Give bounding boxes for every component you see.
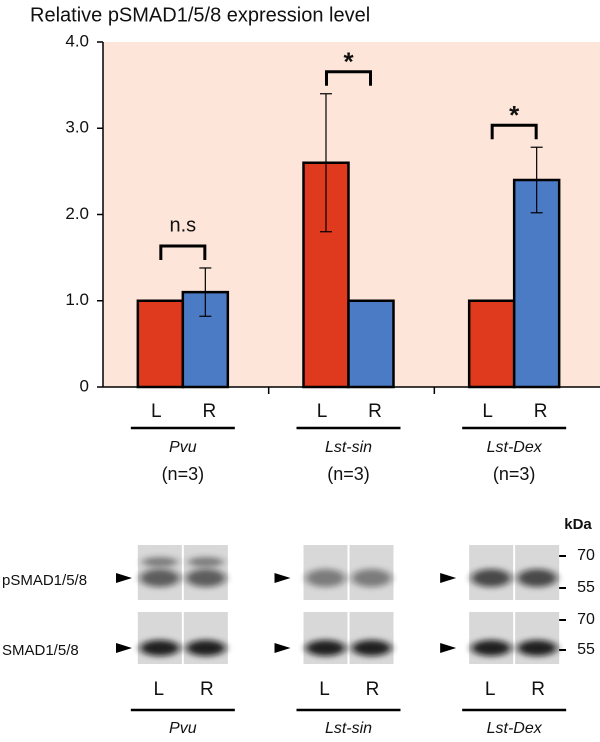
y-tick-label: 1.0 [65, 290, 89, 309]
series-label: L [151, 401, 162, 422]
y-tick-label: 2.0 [65, 204, 89, 223]
series-label: R [202, 401, 216, 422]
blot-band [187, 557, 224, 567]
marker-label: 70 [577, 611, 595, 628]
bar [347, 299, 395, 389]
series-label: L [482, 401, 493, 422]
plot: 0 1.0 2.0 3.0 4.0 L R Pvu (n=3) n.s L R Lst-sin (n=3)… [65, 31, 600, 484]
lane-label: L [319, 679, 330, 700]
significance-label: * [343, 47, 354, 77]
significance-label: * [509, 100, 520, 130]
series-label: L [317, 401, 328, 422]
arrowhead [274, 573, 291, 583]
group-note: (n=3) [493, 464, 536, 484]
blot-band [351, 640, 392, 656]
series-label: R [368, 401, 382, 422]
lane-label: R [366, 679, 380, 700]
significance-label: n.s [169, 214, 196, 236]
row-label: pSMAD1/5/8 [2, 572, 87, 589]
y-tick-label: 3.0 [65, 118, 89, 137]
blot-lane [303, 612, 348, 664]
bar [467, 299, 516, 389]
blot-lane [469, 612, 514, 664]
blot-band [517, 569, 558, 587]
blot-band [305, 640, 346, 656]
blot-band [305, 569, 346, 587]
blot-band [139, 569, 180, 587]
lane-label: L [154, 679, 165, 700]
row-label: SMAD1/5/8 [2, 642, 79, 659]
unit-label: kDa [564, 516, 592, 533]
blot-lane [349, 612, 394, 664]
significance-bracket [325, 70, 372, 86]
group-label: Lst-Dex [487, 720, 543, 737]
error-bar [530, 146, 543, 214]
marker-label: 70 [577, 547, 595, 564]
arrowhead [274, 643, 291, 653]
series-label: R [534, 401, 548, 422]
blot-band [471, 569, 512, 587]
arrowhead [116, 573, 132, 583]
blot-band [185, 640, 226, 656]
blot-band [351, 569, 392, 587]
group-note: (n=3) [162, 464, 205, 484]
lane-label: L [485, 679, 496, 700]
significance-bracket [159, 244, 207, 260]
blot-band [517, 640, 558, 656]
arrowhead [440, 573, 457, 583]
lane-label: R [531, 679, 545, 700]
y-tick-label: 4.0 [65, 31, 89, 50]
marker-label: 55 [577, 641, 595, 658]
significance-bracket [490, 123, 538, 140]
group-label: Pvu [169, 439, 197, 456]
blot-lane [183, 612, 228, 664]
blot-lane [137, 612, 182, 664]
bar [136, 299, 185, 389]
marker-label: 55 [577, 579, 595, 596]
error-bar [199, 267, 212, 317]
blots: kDa pSMAD1/5/8 70 55 SMAD1/5/8 70 55 L R Pvu L R Lst… [2, 516, 595, 737]
blot-band [141, 557, 178, 567]
bar [512, 178, 561, 389]
group-label: Pvu [169, 720, 197, 737]
error-bar [320, 93, 332, 233]
group-label: Lst-Dex [487, 439, 543, 456]
arrowhead [116, 643, 132, 653]
blot-band [185, 569, 226, 587]
arrowhead [440, 643, 457, 653]
lane-label: R [200, 679, 214, 700]
bar [302, 161, 350, 389]
blot-band [471, 640, 512, 656]
y-tick-label: 0 [80, 376, 89, 395]
blot-lane [515, 612, 560, 664]
chart-title: Relative pSMAD1/5/8 expression level [30, 4, 370, 26]
group-label: Lst-sin [325, 720, 372, 737]
blot-band [139, 640, 180, 656]
group-label: Lst-sin [325, 439, 372, 456]
group-note: (n=3) [327, 464, 370, 484]
